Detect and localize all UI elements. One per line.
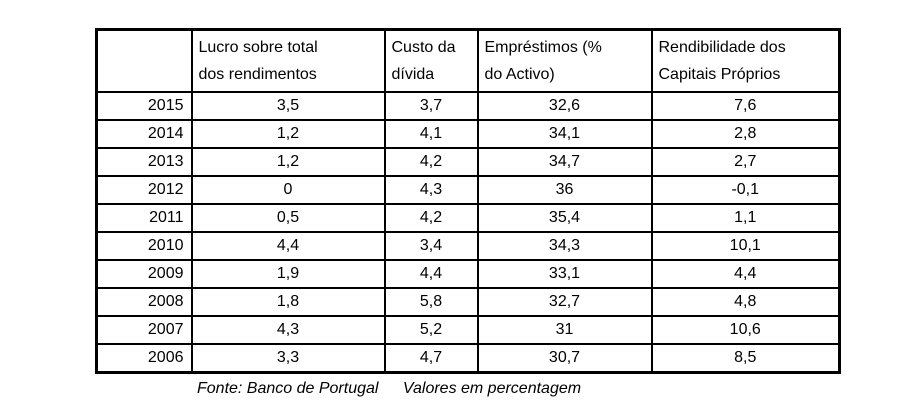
- value-cell: 1,1: [650, 203, 841, 233]
- value-cell: 4,2: [383, 147, 479, 177]
- table-row-2011: 2011 0,5 4,2 35,4 1,1: [95, 203, 841, 233]
- header-cell-lucro: Lucro sobre total dos rendimentos: [190, 28, 386, 93]
- table-caption: Fonte: Banco de Portugal Valores em perc…: [197, 380, 581, 398]
- value-cell: 1,2: [190, 119, 386, 149]
- value-cell: 36: [476, 175, 653, 205]
- value-cell: 10,6: [650, 315, 841, 345]
- value-cell: 3,4: [383, 231, 479, 261]
- value-cell: 1,2: [190, 147, 386, 177]
- table-row-2014: 2014 1,2 4,1 34,1 2,8: [95, 119, 841, 149]
- financial-ratios-table: Lucro sobre total dos rendimentos Custo …: [95, 28, 841, 374]
- value-cell: 34,3: [476, 231, 653, 261]
- table-row-2013: 2013 1,2 4,2 34,7 2,7: [95, 147, 841, 177]
- header-line: dos rendimentos: [198, 66, 317, 83]
- value-cell: 32,7: [476, 287, 653, 317]
- header-cell-empty: [95, 28, 193, 93]
- table-row-2015: 2015 3,5 3,7 32,6 7,6: [95, 91, 841, 121]
- value-cell: 3,7: [383, 91, 479, 121]
- value-cell: 1,9: [190, 259, 386, 289]
- year-cell: 2011: [95, 203, 193, 233]
- value-cell: 7,6: [650, 91, 841, 121]
- year-cell: 2006: [95, 343, 193, 374]
- value-cell: -0,1: [650, 175, 841, 205]
- value-cell: 4,8: [650, 287, 841, 317]
- year-cell: 2013: [95, 147, 193, 177]
- value-cell: 2,7: [650, 147, 841, 177]
- header-row: Lucro sobre total dos rendimentos Custo …: [95, 28, 841, 93]
- value-cell: 35,4: [476, 203, 653, 233]
- source-text: Fonte: Banco de Portugal: [197, 380, 379, 397]
- value-cell: 5,8: [383, 287, 479, 317]
- header-line: Lucro sobre total: [198, 39, 318, 56]
- value-cell: 4,2: [383, 203, 479, 233]
- value-cell: 3,5: [190, 91, 386, 121]
- table-row-2010: 2010 4,4 3,4 34,3 10,1: [95, 231, 841, 261]
- value-cell: 34,7: [476, 147, 653, 177]
- value-cell: 8,5: [650, 343, 841, 374]
- header-line: Capitais Próprios: [658, 66, 781, 83]
- value-cell: 4,1: [383, 119, 479, 149]
- header-line: Empréstimos (%: [484, 39, 602, 56]
- unit-text: Valores em percentagem: [402, 380, 582, 397]
- value-cell: 10,1: [650, 231, 841, 261]
- value-cell: 33,1: [476, 259, 653, 289]
- table-row-2012: 2012 0 4,3 36 -0,1: [95, 175, 841, 205]
- value-cell: 4,3: [383, 175, 479, 205]
- table-row-2006: 2006 3,3 4,7 30,7 8,5: [95, 343, 841, 374]
- value-cell: 4,4: [383, 259, 479, 289]
- value-cell: 30,7: [476, 343, 653, 374]
- year-cell: 2012: [95, 175, 193, 205]
- header-line: do Activo): [484, 66, 555, 83]
- value-cell: 32,6: [476, 91, 653, 121]
- year-cell: 2008: [95, 287, 193, 317]
- value-cell: 3,3: [190, 343, 386, 374]
- value-cell: 4,4: [190, 231, 386, 261]
- value-cell: 4,4: [650, 259, 841, 289]
- value-cell: 0,5: [190, 203, 386, 233]
- value-cell: 4,3: [190, 315, 386, 345]
- value-cell: 4,7: [383, 343, 479, 374]
- table-row-2008: 2008 1,8 5,8 32,7 4,8: [95, 287, 841, 317]
- year-cell: 2007: [95, 315, 193, 345]
- value-cell: 1,8: [190, 287, 386, 317]
- year-cell: 2009: [95, 259, 193, 289]
- header-cell-rendibilidade: Rendibilidade dos Capitais Próprios: [650, 28, 841, 93]
- year-cell: 2015: [95, 91, 193, 121]
- value-cell: 2,8: [650, 119, 841, 149]
- header-cell-custo: Custo da dívida: [383, 28, 479, 93]
- year-cell: 2010: [95, 231, 193, 261]
- header-line: dívida: [391, 66, 435, 83]
- value-cell: 5,2: [383, 315, 479, 345]
- year-cell: 2014: [95, 119, 193, 149]
- value-cell: 31: [476, 315, 653, 345]
- table-row-2009: 2009 1,9 4,4 33,1 4,4: [95, 259, 841, 289]
- table-row-2007: 2007 4,3 5,2 31 10,6: [95, 315, 841, 345]
- value-cell: 0: [190, 175, 386, 205]
- value-cell: 34,1: [476, 119, 653, 149]
- header-line: Custo da: [391, 39, 456, 56]
- header-line: Rendibilidade dos: [658, 39, 786, 56]
- header-cell-emprestimos: Empréstimos (% do Activo): [476, 28, 653, 93]
